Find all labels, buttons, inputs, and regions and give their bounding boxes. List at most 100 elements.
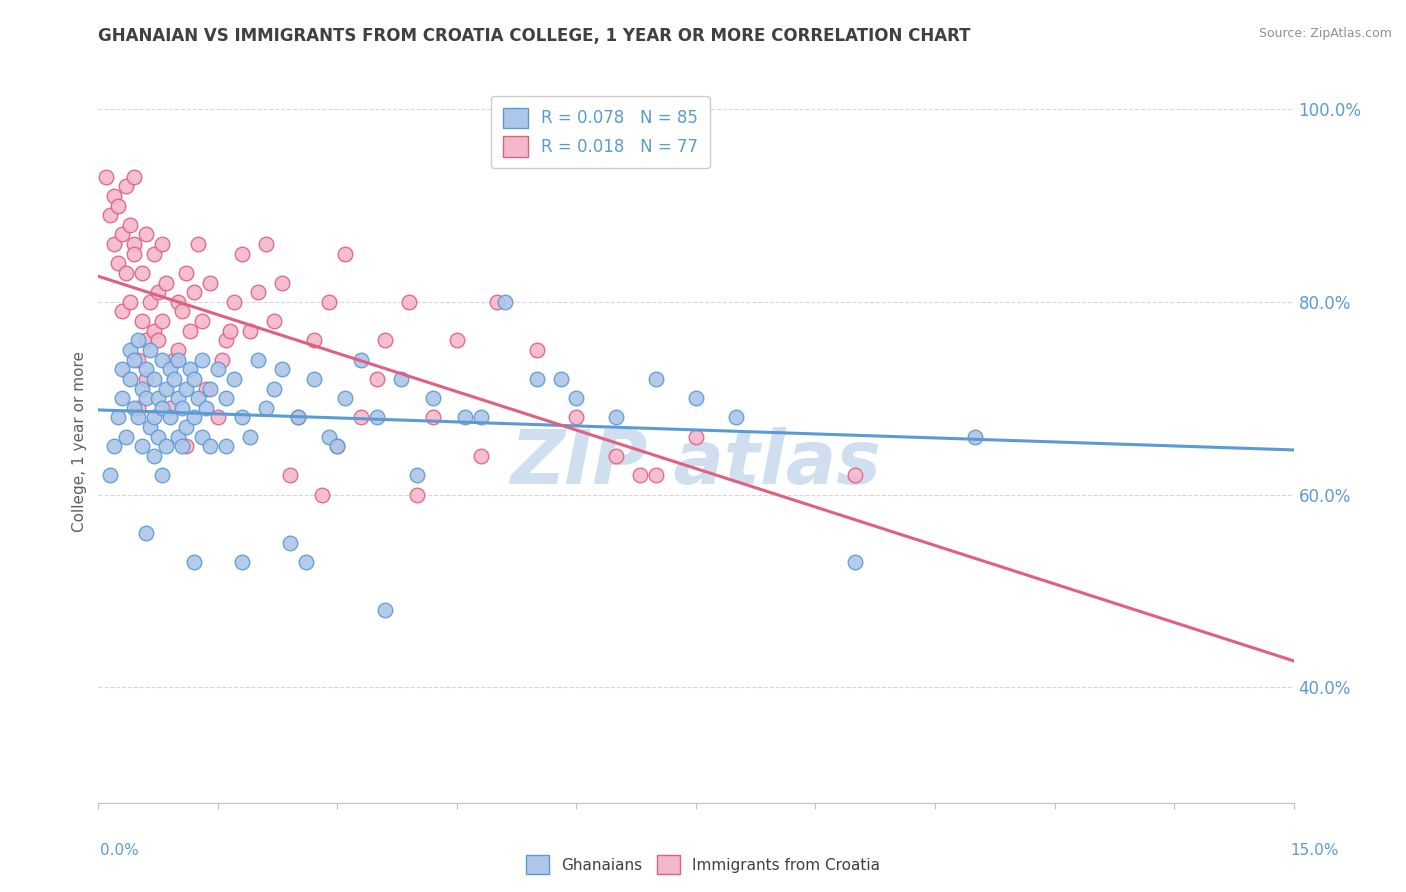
Point <box>215 439 238 453</box>
Point <box>605 410 627 425</box>
Point <box>526 343 548 357</box>
Point <box>198 439 221 453</box>
Point <box>231 555 253 569</box>
Point <box>150 314 173 328</box>
Point <box>172 401 194 415</box>
Point <box>143 410 166 425</box>
Y-axis label: College, 1 year or more: College, 1 year or more <box>72 351 87 532</box>
Point <box>150 468 173 483</box>
Point <box>398 294 420 309</box>
Point <box>183 285 205 300</box>
Point <box>172 439 194 453</box>
Point <box>374 334 396 348</box>
Point <box>139 294 162 309</box>
Point <box>135 372 157 386</box>
Legend: Ghanaians, Immigrants from Croatia: Ghanaians, Immigrants from Croatia <box>520 849 886 880</box>
Point <box>270 276 292 290</box>
Point <box>167 343 190 357</box>
Point <box>565 391 588 405</box>
Point <box>239 324 262 338</box>
Point <box>254 237 277 252</box>
Point <box>366 372 388 386</box>
Point <box>111 391 134 405</box>
Point <box>278 535 301 549</box>
Point <box>446 334 468 348</box>
Point <box>335 391 357 405</box>
Point <box>278 468 301 483</box>
Point <box>155 276 177 290</box>
Point <box>139 343 162 357</box>
Point <box>207 362 229 376</box>
Point <box>198 276 221 290</box>
Point <box>120 343 142 357</box>
Point <box>124 246 146 260</box>
Point <box>550 372 572 386</box>
Point <box>294 555 316 569</box>
Point <box>120 372 142 386</box>
Point <box>150 352 173 367</box>
Point <box>422 391 444 405</box>
Point <box>139 420 162 434</box>
Point <box>302 334 325 348</box>
Point <box>470 449 492 463</box>
Legend: R = 0.078   N = 85, R = 0.018   N = 77: R = 0.078 N = 85, R = 0.018 N = 77 <box>491 95 710 169</box>
Point <box>645 468 668 483</box>
Point <box>963 430 986 444</box>
Point <box>183 555 205 569</box>
Point <box>215 391 238 405</box>
Point <box>406 487 429 501</box>
Point <box>127 410 149 425</box>
Point <box>565 410 588 425</box>
Point <box>135 362 157 376</box>
Point <box>183 410 205 425</box>
Point <box>120 294 142 309</box>
Point <box>107 410 129 425</box>
Point <box>98 208 122 222</box>
Point <box>263 314 285 328</box>
Point <box>335 246 357 260</box>
Point <box>222 372 245 386</box>
Point <box>143 372 166 386</box>
Point <box>131 382 153 396</box>
Point <box>406 468 429 483</box>
Point <box>187 391 209 405</box>
Point <box>195 382 218 396</box>
Point <box>115 266 138 280</box>
Point <box>724 410 747 425</box>
Point <box>270 362 292 376</box>
Point <box>96 169 118 184</box>
Point <box>179 324 201 338</box>
Point <box>148 430 170 444</box>
Point <box>422 410 444 425</box>
Point <box>167 391 190 405</box>
Point <box>231 246 253 260</box>
Point <box>198 382 221 396</box>
Point <box>470 410 492 425</box>
Point <box>350 352 373 367</box>
Point <box>103 237 125 252</box>
Point <box>131 439 153 453</box>
Point <box>326 439 349 453</box>
Point <box>135 334 157 348</box>
Point <box>215 334 238 348</box>
Point <box>124 169 146 184</box>
Point <box>143 246 166 260</box>
Point <box>111 227 134 242</box>
Point <box>844 468 866 483</box>
Point <box>685 391 707 405</box>
Point <box>207 410 229 425</box>
Point <box>389 372 412 386</box>
Point <box>326 439 349 453</box>
Point <box>246 352 269 367</box>
Point <box>172 304 194 318</box>
Point <box>311 487 333 501</box>
Text: 0.0%: 0.0% <box>100 843 139 858</box>
Point <box>231 410 253 425</box>
Point <box>318 430 340 444</box>
Point <box>103 189 125 203</box>
Point <box>148 391 170 405</box>
Point <box>120 218 142 232</box>
Point <box>191 430 214 444</box>
Point <box>167 352 190 367</box>
Point <box>127 401 149 415</box>
